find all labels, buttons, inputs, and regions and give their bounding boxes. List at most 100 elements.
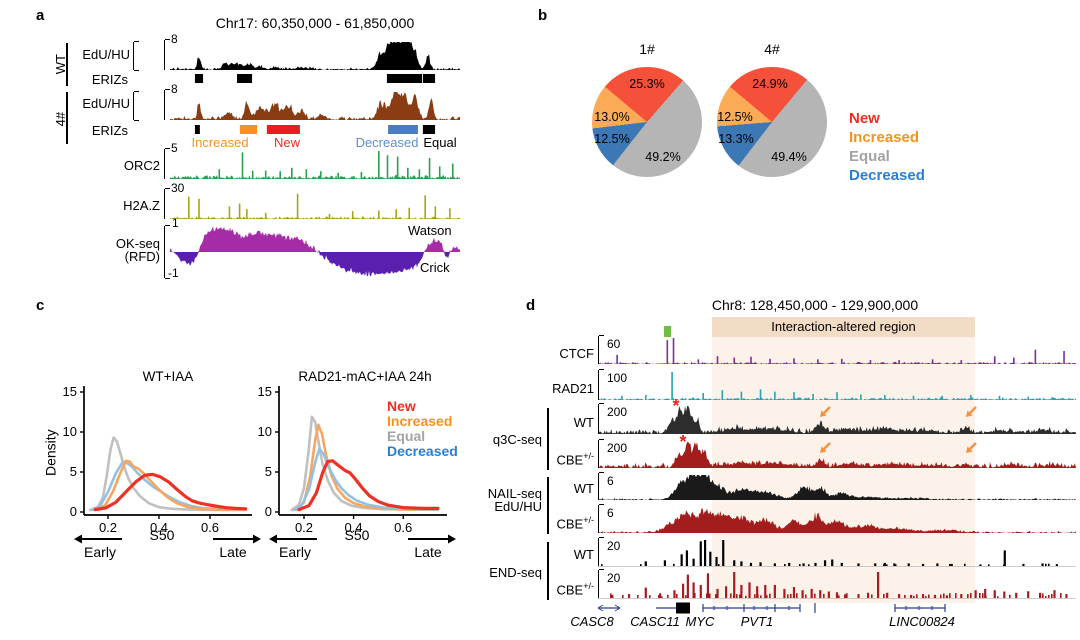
- curve-Decreased: [91, 461, 247, 512]
- density-plot-2-title: RAD21-mAC+IAA 24h: [298, 369, 432, 384]
- cbe-label: CBE: [556, 452, 584, 468]
- gene-glyph-PVT1: [702, 604, 801, 612]
- early-arrow-icon: [74, 534, 82, 544]
- scale-value-q3c-cbe: 200: [607, 441, 628, 455]
- legend-item-increased: Increased: [849, 129, 920, 146]
- cbe-sup: +/-: [583, 515, 594, 525]
- legend-item-increased: Increased: [387, 413, 453, 429]
- panel-a-letter: a: [36, 7, 45, 24]
- density-legend: New Increased Equal Decreased: [387, 399, 458, 459]
- panel-a-locus-title: Chr17: 60,350,000 - 61,850,000: [215, 15, 415, 31]
- pie-value-label: 13.0%: [594, 110, 630, 124]
- scale-value-edu-wt: 8: [171, 32, 178, 46]
- interaction-altered-region-band: [712, 337, 975, 603]
- pie-4-title: 4#: [764, 41, 780, 57]
- pie-value-label: 49.4%: [771, 150, 807, 164]
- gene-label-casc11: CASC11: [630, 614, 680, 629]
- group-label-q3c: q3C-seq: [492, 432, 542, 447]
- svg-text:0: 0: [265, 504, 272, 519]
- curve-Increased: [96, 459, 247, 512]
- scale-value-ok-top: 1: [172, 216, 179, 230]
- cbe-sup: +/-: [583, 451, 594, 461]
- panel-d-locus-title: Chr8: 128,450,000 - 129,900,000: [711, 297, 919, 313]
- pie-value-label: 13.3%: [718, 132, 754, 146]
- track-end-cbe: [598, 572, 1076, 599]
- track-nail-wt: [598, 475, 1076, 500]
- altered-interaction-arrow-icon: [966, 406, 977, 417]
- late-arrow-icon: [448, 534, 456, 544]
- group-label-nail-1: NAIL-seq: [487, 486, 542, 501]
- pie-value-label: 24.9%: [752, 77, 788, 91]
- gene-label-myc: MYC: [685, 614, 715, 629]
- legend-item-equal: Equal: [387, 428, 426, 444]
- track-rad21: [598, 372, 1076, 400]
- track-label-erizs-wt: ERIZs: [91, 72, 128, 87]
- legend-item-new: New: [849, 110, 880, 127]
- category-label-new: New: [273, 135, 301, 150]
- track-label-h2az: H2A.Z: [123, 198, 160, 213]
- scale-bracket-end-cbe: [598, 569, 604, 598]
- density-plot-rad21-mac-iaa: 0.2 0.4 0.6 0 5 10 15: [258, 384, 456, 544]
- curve-Decreased: [292, 447, 440, 512]
- category-label-increased: Increased: [191, 135, 249, 150]
- scale-bracket-okseq: [164, 225, 170, 279]
- track-4-eduhu: [170, 92, 460, 120]
- scale-value-h2az: 30: [171, 181, 185, 195]
- pie-value-label: 49.2%: [645, 150, 681, 164]
- track-orc2: [170, 151, 460, 179]
- scale-value-edu-4: 8: [171, 82, 178, 96]
- svg-text:15: 15: [63, 384, 77, 399]
- group-label-end: END-seq: [489, 565, 542, 580]
- track-end-wt: [598, 540, 1076, 567]
- scale-bracket-orc2: [164, 148, 170, 179]
- legend-item-new: New: [387, 398, 416, 414]
- legend-item-decreased: Decreased: [849, 167, 925, 184]
- scale-bracket-nail-cbe: [598, 504, 604, 533]
- track-okseq-rfd: [170, 226, 460, 277]
- legend-item-decreased: Decreased: [387, 443, 458, 459]
- axis-bracket-edu-wt: [133, 41, 139, 71]
- scale-value-ok-bot: -1: [168, 266, 179, 280]
- track-label-q3c-wt: WT: [573, 415, 594, 430]
- track-label-ctcf: CTCF: [559, 346, 594, 361]
- axis-bracket-edu-4: [133, 91, 139, 121]
- scale-value-nail-cbe: 6: [607, 506, 614, 520]
- density-plot-wt-iaa: 0.2 0.4 0.6 0 5 10 15: [63, 384, 261, 544]
- axis-word-late-1: Late: [219, 544, 247, 560]
- scale-value-end-cbe: 20: [607, 571, 621, 585]
- significant-peak-asterisk-cbe: *: [679, 432, 687, 452]
- scale-bracket-edu-wt: [164, 39, 170, 70]
- axis-word-late-2: Late: [414, 544, 442, 560]
- legend-item-equal: Equal: [849, 148, 890, 165]
- strand-label-watson: Watson: [408, 223, 452, 238]
- category-label-decreased: Decreased: [355, 135, 419, 150]
- panel-b-letter: b: [538, 7, 548, 24]
- track-label-nail-wt: WT: [573, 481, 594, 496]
- svg-text:15: 15: [258, 384, 272, 399]
- scale-value-q3c-wt: 200: [607, 405, 628, 419]
- track-h2az: [170, 193, 460, 219]
- track-label-okseq-2: (RFD): [124, 249, 160, 264]
- track-label-rad21: RAD21: [552, 381, 594, 396]
- axis-word-early-2: Early: [279, 544, 311, 560]
- altered-interaction-arrow-icon: [820, 406, 831, 417]
- gene-glyph-CASC8: [597, 604, 621, 612]
- early-arrow-icon: [269, 534, 277, 544]
- cbe-sup: +/-: [583, 581, 594, 591]
- scale-value-ctcf: 60: [607, 337, 621, 351]
- pie-value-label: 12.5%: [594, 132, 630, 146]
- track-label-edu-4: EdU/HU: [82, 96, 130, 111]
- group-label-nail-2: EdU/HU: [494, 499, 542, 514]
- scale-bracket-rad21: [598, 369, 604, 400]
- svg-text:0: 0: [70, 504, 77, 519]
- late-arrow-icon: [253, 534, 261, 544]
- track-erizs-4: [194, 125, 436, 134]
- altered-interaction-arrow-icon: [966, 442, 977, 453]
- svg-text:0.6: 0.6: [201, 520, 219, 535]
- track-label-end-wt: WT: [573, 547, 594, 562]
- gene-label-casc8: CASC8: [570, 614, 614, 629]
- x-axis-label-s50-1: S50: [149, 527, 175, 543]
- pie-chart-1: [592, 67, 702, 177]
- pie-legend: New Increased Equal Decreased: [849, 109, 925, 185]
